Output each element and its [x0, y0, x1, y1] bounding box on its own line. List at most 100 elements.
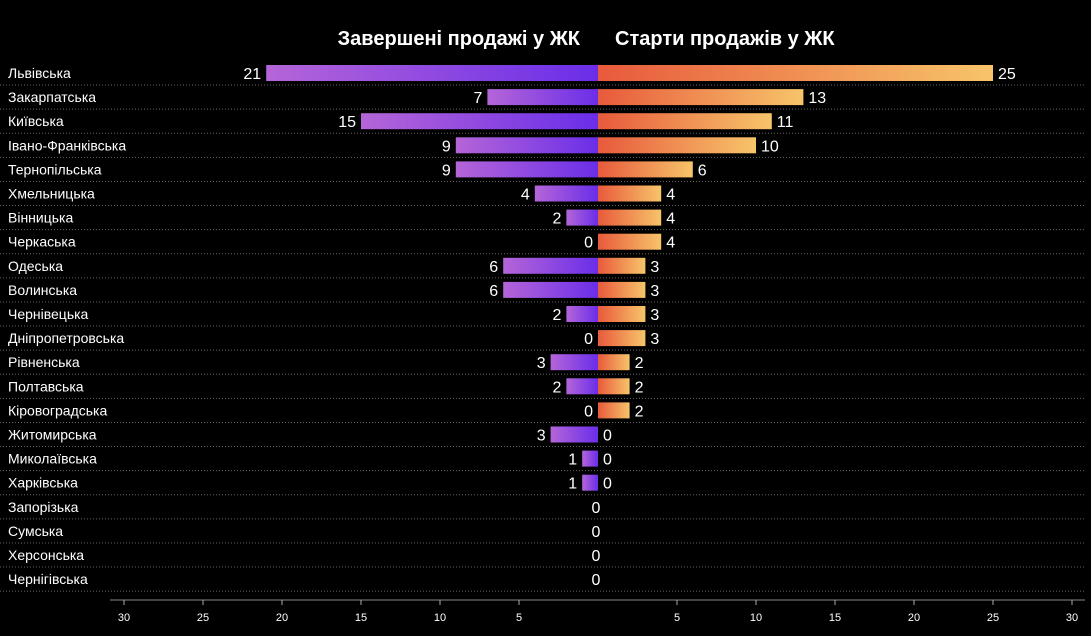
x-tick-label: 5	[674, 612, 680, 624]
bar-sales-starts	[598, 113, 772, 130]
value-label-completed-sales: 15	[338, 114, 356, 131]
region-label: Житомирська	[8, 427, 97, 443]
chart-row: Сумська 0	[0, 523, 1085, 544]
region-label: Дніпропетровська	[8, 330, 124, 346]
value-label: 0	[592, 500, 601, 517]
region-label: Львівська	[8, 65, 71, 81]
bar-sales-starts	[598, 161, 693, 178]
bar-completed-sales	[361, 113, 598, 130]
value-label-completed-sales: 7	[473, 90, 482, 107]
value-label-sales-starts: 2	[635, 379, 644, 396]
value-label-sales-starts: 3	[650, 259, 659, 276]
x-tick-label: 5	[516, 612, 522, 624]
value-label-sales-starts: 13	[808, 90, 826, 107]
chart-row: Закарпатська 7 13	[0, 89, 1085, 110]
x-tick-label: 20	[908, 612, 920, 624]
chart-row: Херсонська 0	[0, 547, 1085, 568]
bar-sales-starts	[598, 65, 993, 81]
region-label: Тернопільська	[8, 161, 102, 177]
value-label: 0	[592, 548, 601, 565]
chart-row: Запорізька 0	[0, 499, 1085, 520]
value-label-completed-sales: 6	[489, 259, 498, 276]
bar-sales-starts	[598, 209, 662, 226]
region-label: Харківська	[8, 475, 78, 491]
value-label-sales-starts: 2	[635, 355, 644, 372]
value-label-sales-starts: 0	[603, 428, 612, 445]
region-label: Чернівецька	[8, 306, 89, 322]
value-label-sales-starts: 0	[603, 452, 612, 469]
bar-completed-sales	[550, 354, 598, 371]
bar-sales-starts	[598, 185, 662, 202]
bar-completed-sales	[534, 185, 598, 202]
value-label-sales-starts: 3	[650, 331, 659, 348]
bar-completed-sales	[566, 209, 598, 226]
bar-sales-starts	[598, 306, 646, 322]
chart-row: Кіровоградська 0 2	[0, 402, 1085, 423]
value-label-sales-starts: 0	[603, 476, 612, 493]
value-label-completed-sales: 6	[489, 283, 498, 300]
bar-sales-starts	[598, 378, 630, 395]
x-tick-label: 20	[276, 612, 288, 624]
chart-row: Київська 15 11	[0, 113, 1085, 134]
bar-completed-sales	[266, 65, 598, 81]
chart-row: Дніпропетровська 0 3	[0, 330, 1085, 351]
bar-completed-sales	[503, 281, 598, 298]
value-label-completed-sales: 3	[537, 355, 546, 372]
value-label-completed-sales: 21	[243, 66, 261, 83]
value-label-completed-sales: 2	[552, 379, 561, 396]
x-tick-label: 15	[829, 612, 841, 624]
bar-sales-starts	[598, 137, 756, 154]
chart-row: Хмельницька 4 4	[0, 185, 1085, 207]
region-label: Кіровоградська	[8, 402, 107, 418]
bar-completed-sales	[582, 474, 598, 491]
region-label: Херсонська	[8, 547, 84, 563]
left-series-title: Завершені продажі у ЖК	[338, 28, 581, 50]
bar-completed-sales	[566, 378, 598, 395]
bar-sales-starts	[598, 330, 646, 347]
x-tick-label: 25	[197, 612, 209, 624]
region-label: Хмельницька	[8, 186, 95, 202]
chart-row: Вінницька 2 4	[0, 209, 1085, 231]
chart-row: Чернівецька 2 3	[0, 306, 1085, 327]
value-label-completed-sales: 4	[521, 187, 530, 204]
region-label: Закарпатська	[8, 89, 96, 105]
chart-row: Полтавська 2 2	[0, 378, 1085, 399]
region-label: Сумська	[8, 523, 63, 539]
bar-sales-starts	[598, 89, 804, 106]
bar-completed-sales	[455, 137, 598, 154]
chart-row: Рівненська 3 2	[0, 354, 1085, 375]
region-label: Івано-Франківська	[8, 137, 126, 153]
bar-sales-starts	[598, 257, 646, 274]
value-label-completed-sales: 9	[442, 138, 451, 155]
value-label-sales-starts: 10	[761, 138, 779, 155]
x-tick-label: 25	[987, 612, 999, 624]
bar-sales-starts	[598, 233, 662, 250]
x-tick-label: 15	[355, 612, 367, 624]
bar-completed-sales	[566, 306, 598, 322]
value-label: 0	[592, 572, 601, 589]
bar-completed-sales	[487, 89, 598, 106]
region-label: Запорізька	[8, 499, 79, 515]
bar-completed-sales	[582, 450, 598, 467]
region-label: Київська	[8, 113, 64, 129]
bar-sales-starts	[598, 281, 646, 298]
bar-completed-sales	[455, 161, 598, 178]
value-label-sales-starts: 11	[777, 114, 794, 131]
x-axis: 30 25 20 15 10 5 5 10 15 20 25 30	[110, 599, 1085, 624]
chart-row: Житомирська 3 0	[0, 426, 1085, 448]
value-label-completed-sales: 2	[552, 211, 561, 228]
x-tick-label: 30	[1066, 612, 1078, 624]
value-label-completed-sales: 1	[568, 476, 577, 493]
value-label-sales-starts: 3	[650, 307, 659, 324]
x-tick-label: 10	[750, 612, 762, 624]
chart-row: Миколаївська 1 0	[0, 450, 1085, 472]
value-label-sales-starts: 6	[698, 162, 707, 179]
chart-row: Харківська 1 0	[0, 474, 1085, 496]
value-label-completed-sales: 0	[584, 403, 593, 420]
value-label-completed-sales: 0	[584, 235, 593, 252]
chart-row: Тернопільська 9 6	[0, 161, 1085, 182]
value-label-completed-sales: 0	[584, 331, 593, 348]
bar-sales-starts	[598, 402, 630, 419]
